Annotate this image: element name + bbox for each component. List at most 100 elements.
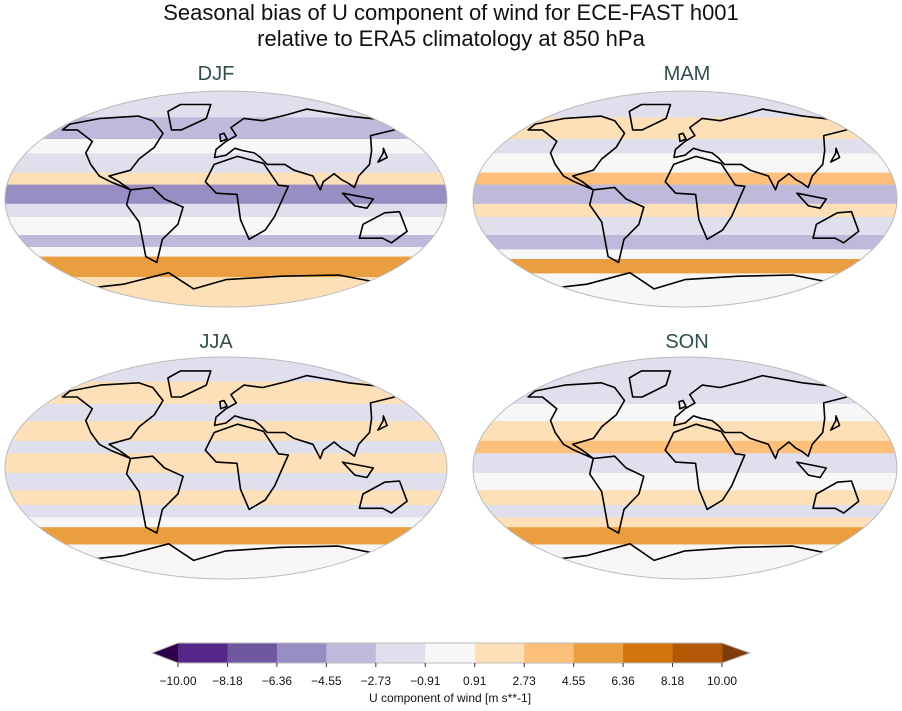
bias-band — [473, 527, 897, 545]
coastline-sa — [125, 186, 184, 264]
colorbar-bin — [276, 643, 327, 663]
bias-band — [473, 505, 897, 518]
coastline-gl — [628, 370, 672, 398]
panel-title-mam: MAM — [664, 63, 711, 85]
bias-band — [5, 472, 447, 491]
colorbar-tick-label: −10.00 — [159, 674, 196, 688]
coastline-au — [358, 210, 408, 244]
colorbar-tick-label: −8.18 — [212, 674, 243, 688]
coastline-af — [664, 423, 746, 511]
colorbar-tick-label: 10.00 — [707, 674, 737, 688]
colorbar-tick-label: −0.91 — [410, 674, 441, 688]
coastline-jp — [377, 147, 388, 163]
panel-title-djf: DJF — [198, 63, 235, 85]
colorbar-tick-label: −6.36 — [262, 674, 293, 688]
colorbar-tick-label: 0.91 — [463, 674, 487, 688]
bias-band — [473, 172, 897, 186]
bias-band — [5, 277, 447, 307]
bias-band — [5, 235, 447, 248]
coastline-eu — [213, 108, 396, 191]
bias-band — [473, 357, 897, 383]
map-boundary — [472, 356, 898, 580]
colorbar-tick-label: −2.73 — [361, 674, 392, 688]
map-boundary — [4, 356, 448, 580]
map-panel-mam — [472, 90, 898, 308]
colorbar-bin — [425, 643, 476, 663]
coastline-na — [61, 381, 164, 460]
bias-band — [5, 203, 447, 218]
coastline-jp — [829, 147, 841, 163]
bias-band — [473, 440, 897, 454]
coastline-sa — [588, 186, 645, 264]
coastline-jp — [829, 415, 841, 431]
coastline-af — [664, 155, 746, 241]
bias-band — [473, 235, 897, 250]
map-panel-djf — [4, 90, 448, 308]
colorbar-bin — [375, 643, 426, 663]
figure-title-line1: Seasonal bias of U component of wind for… — [163, 0, 739, 25]
panel-title-jja: JJA — [199, 331, 233, 353]
colorbar-tick-label: 6.36 — [611, 674, 635, 688]
bias-band — [5, 247, 447, 258]
coastline-an — [80, 542, 376, 562]
coastline-uk — [219, 399, 228, 410]
coastline-af — [204, 423, 290, 511]
map-panel-jja — [4, 356, 448, 580]
coastline-uk — [678, 132, 687, 143]
coastline-gl — [167, 103, 212, 131]
coastline-id — [341, 461, 375, 479]
colorbar-extend-low — [152, 643, 178, 663]
map-panel-son — [472, 356, 898, 580]
coastline-gl — [628, 103, 672, 131]
coastline-sa — [125, 455, 184, 534]
map-boundary — [472, 90, 898, 308]
coastline-na — [61, 115, 164, 191]
bias-band — [473, 259, 897, 274]
colorbar: −10.00 −8.18 −6.36 −4.55 −2.73 −0.91 0.91 2.73 4… — [150, 642, 752, 688]
bias-band — [5, 153, 447, 174]
coastline-id — [341, 192, 375, 209]
colorbar-bin — [524, 643, 575, 663]
bias-band — [473, 381, 897, 405]
colorbar-tick-label: 8.18 — [661, 674, 685, 688]
bias-band — [473, 153, 897, 174]
bias-band — [5, 139, 447, 154]
bias-band — [473, 421, 897, 442]
colorbar-tick-label: 4.55 — [562, 674, 586, 688]
coastline-au — [812, 480, 860, 514]
coastline-eu — [673, 374, 848, 460]
bias-band — [5, 505, 447, 518]
coastline-af — [204, 155, 290, 241]
colorbar-bin — [326, 643, 377, 663]
bias-band — [473, 544, 897, 579]
colorbar-label: U component of wind [m s**-1] — [369, 691, 531, 705]
colorbar-bin — [227, 643, 278, 663]
bias-band — [473, 117, 897, 140]
coastline-an — [545, 271, 829, 290]
colorbar-extend-high — [722, 643, 750, 663]
bias-band — [5, 544, 447, 579]
bias-band — [473, 139, 897, 154]
colorbar-bin — [623, 643, 674, 663]
coastline-jp — [377, 415, 388, 431]
bias-band — [473, 273, 897, 307]
bias-band — [473, 490, 897, 506]
bias-band — [473, 249, 897, 260]
bias-band — [5, 381, 447, 405]
bias-band — [473, 203, 897, 218]
bias-band — [5, 517, 447, 528]
coastline-an — [80, 271, 376, 290]
coastline-eu — [213, 374, 396, 460]
coastline-au — [812, 210, 860, 244]
bias-band — [5, 421, 447, 442]
coastline-uk — [219, 132, 228, 143]
colorbar-bin — [672, 643, 723, 663]
bias-band — [5, 357, 447, 383]
coastline-id — [795, 461, 828, 479]
coastline-uk — [678, 399, 687, 410]
bias-band — [5, 490, 447, 506]
coastline-an — [545, 542, 829, 562]
coastline-na — [527, 381, 626, 460]
bias-band — [5, 217, 447, 236]
